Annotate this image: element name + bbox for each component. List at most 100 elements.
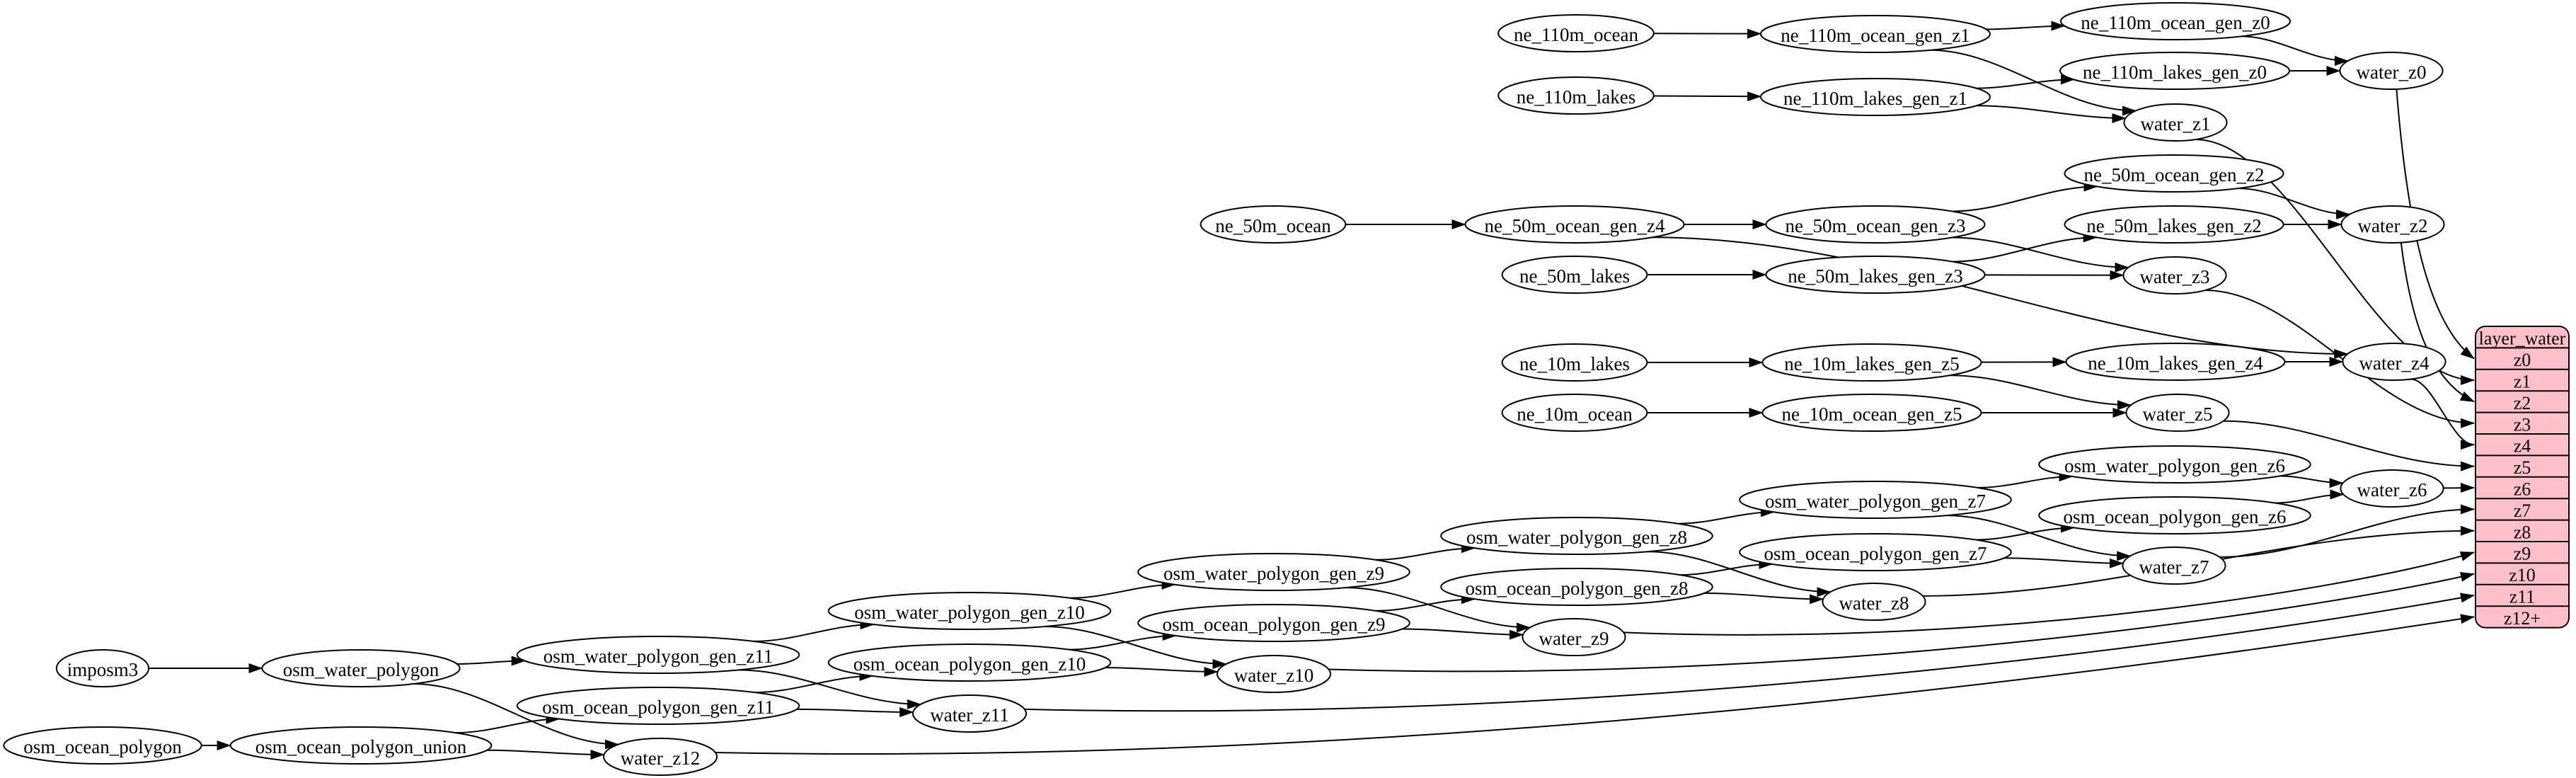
node-ellipse — [1216, 655, 1332, 693]
node-label: water_z10 — [1234, 665, 1313, 686]
edge-osm_water_polygon-to-water_z12 — [413, 683, 619, 750]
node-label: ne_10m_lakes_gen_z4 — [2088, 353, 2263, 374]
edge-osm_water_polygon_gen_z9-to-water_z9 — [1345, 587, 1531, 633]
graph-node-water_z3: water_z3 — [2122, 256, 2227, 294]
node-label: ne_110m_lakes_gen_z1 — [1783, 88, 1967, 109]
edges-layer — [149, 21, 2475, 760]
table-row-z8: z8 — [2514, 522, 2531, 542]
node-label: water_z1 — [2141, 113, 2211, 135]
graph-node-osm_ocean_polygon_gen_z10: osm_ocean_polygon_gen_z10 — [827, 643, 1112, 682]
edge-water_z11-to-layer-water-z11 — [1024, 593, 2475, 712]
node-ellipse — [1739, 533, 2012, 571]
node-label: water_z11 — [930, 704, 1008, 726]
node-ellipse — [2060, 2, 2291, 40]
node-ellipse — [1501, 394, 1648, 432]
node-label: osm_ocean_polygon — [23, 736, 182, 757]
node-label: osm_water_polygon_gen_z10 — [854, 602, 1084, 623]
node-ellipse — [2122, 256, 2227, 294]
edge-osm_ocean_polygon_gen_z9-to-osm_ocean_polygon_gen_z8 — [1376, 594, 1476, 612]
node-label: osm_water_polygon_gen_z9 — [1163, 563, 1384, 584]
node-label: ne_50m_lakes_gen_z3 — [1788, 265, 1962, 287]
node-ellipse — [1522, 618, 1626, 656]
table-header-layer-water: layer_water — [2479, 328, 2566, 349]
table-row-z11: z11 — [2509, 587, 2536, 607]
edge-osm_ocean_polygon_union-to-osm_ocean_polygon_gen_z11 — [455, 714, 560, 734]
node-label: ne_50m_ocean_gen_z4 — [1485, 215, 1665, 236]
node-label: osm_water_polygon_gen_z11 — [544, 646, 773, 667]
graph-node-osm_water_polygon_gen_z6: osm_water_polygon_gen_z6 — [2038, 445, 2311, 484]
node-ellipse — [1765, 256, 1986, 294]
graph-node-ne_110m_ocean_gen_z1: ne_110m_ocean_gen_z1 — [1760, 15, 1991, 53]
edge-water_z12-to-layer-water-z12+ — [715, 614, 2475, 755]
node-ellipse — [1497, 76, 1655, 115]
edge-ne_50m_ocean_gen_z2-to-water_z2 — [2238, 188, 2351, 219]
graph-node-osm_ocean_polygon: osm_ocean_polygon — [3, 726, 202, 765]
graph-node-water_z4: water_z4 — [2342, 343, 2446, 381]
graph-node-water_z11: water_z11 — [912, 694, 1028, 733]
edge-water_z5-to-layer-water-z5 — [2223, 420, 2475, 471]
node-ellipse — [1137, 604, 1410, 642]
edge-osm_ocean_polygon_gen_z10-to-water_z10 — [1105, 666, 1219, 677]
graph-node-ne_50m_lakes: ne_50m_lakes — [1501, 256, 1648, 294]
table-row-z1: z1 — [2514, 372, 2531, 392]
node-ellipse — [1765, 205, 1986, 244]
edge-ne_110m_lakes_gen_z1-to-water_z1 — [1977, 105, 2127, 123]
edge-osm_water_polygon_gen_z11-to-water_z11 — [738, 669, 921, 709]
graph-node-osm_ocean_polygon_gen_z8: osm_ocean_polygon_gen_z8 — [1440, 568, 1713, 606]
table-row-z2: z2 — [2514, 393, 2531, 413]
node-label: osm_ocean_polygon_gen_z9 — [1163, 614, 1386, 635]
edge-ne_50m_ocean_gen_z3-to-ne_50m_ocean_gen_z2 — [1952, 181, 2098, 212]
node-ellipse — [1761, 394, 1982, 432]
table-row-z5: z5 — [2514, 457, 2531, 478]
graph-node-ne_110m_lakes: ne_110m_lakes — [1497, 76, 1655, 115]
edge-osm_ocean_polygon_gen_z8-to-water_z8 — [1703, 593, 1824, 605]
node-ellipse — [2123, 103, 2228, 142]
node-ellipse — [827, 643, 1112, 682]
node-ellipse — [2064, 154, 2284, 193]
edge-ne_50m_ocean_gen_z3-to-water_z3 — [1952, 236, 2129, 273]
edge-water_z0-to-layer-water-z0 — [2396, 88, 2475, 360]
node-label: ne_110m_ocean — [1514, 24, 1638, 45]
node-ellipse — [1497, 14, 1655, 52]
node-label: ne_50m_ocean_gen_z2 — [2084, 164, 2265, 185]
node-label: ne_50m_lakes_gen_z2 — [2086, 215, 2261, 236]
table-row-z9: z9 — [2514, 544, 2531, 564]
table-row-z4: z4 — [2514, 436, 2531, 457]
graph-node-ne_110m_lakes_gen_z0: ne_110m_lakes_gen_z0 — [2059, 52, 2290, 90]
node-label: water_z9 — [1539, 628, 1609, 649]
node-label: ne_10m_lakes — [1519, 353, 1630, 374]
node-ellipse — [1739, 481, 2012, 519]
graph-node-ne_50m_ocean: ne_50m_ocean — [1200, 205, 1347, 244]
graph-node-ne_10m_ocean: ne_10m_ocean — [1501, 394, 1648, 432]
node-ellipse — [2065, 343, 2286, 381]
edge-osm_water_polygon_gen_z6-to-water_z6 — [2279, 475, 2344, 488]
edge-ne_110m_ocean_gen_z1-to-ne_110m_ocean_gen_z0 — [1986, 21, 2066, 31]
edge-osm_water_polygon_gen_z8-to-water_z8 — [1648, 551, 1832, 597]
node-label: ne_50m_ocean — [1215, 215, 1331, 236]
nodes-layer: imposm3 osm_water_polygon osm_ocean_polygo… — [3, 2, 2446, 776]
edge-osm_water_polygon_gen_z7-to-water_z7 — [1946, 515, 2132, 561]
node-ellipse — [261, 649, 461, 687]
graph-node-osm_water_polygon_gen_z7: osm_water_polygon_gen_z7 — [1739, 481, 2012, 519]
edge-ne_110m_lakes-to-ne_110m_lakes_gen_z1 — [1653, 91, 1762, 102]
edge-osm_ocean_polygon_gen_z6-to-water_z6 — [2275, 489, 2345, 504]
node-ellipse — [1137, 553, 1410, 591]
graph-node-ne_10m_lakes: ne_10m_lakes — [1501, 343, 1648, 382]
node-ellipse — [1760, 15, 1991, 53]
edge-osm_ocean_polygon_gen_z9-to-water_z9 — [1402, 628, 1524, 640]
graph-node-osm_ocean_polygon_gen_z6: osm_ocean_polygon_gen_z6 — [2038, 496, 2311, 534]
node-label: water_z4 — [2359, 353, 2430, 374]
node-label: ne_10m_lakes_gen_z5 — [1784, 353, 1959, 374]
edge-osm_ocean_polygon_gen_z10-to-osm_ocean_polygon_gen_z9 — [1069, 631, 1177, 651]
graph-node-water_z1: water_z1 — [2123, 103, 2228, 142]
edge-ne_50m_ocean_gen_z4-to-water_z4 — [1652, 236, 2349, 359]
node-label: osm_water_polygon — [283, 659, 439, 680]
edge-ne_50m_lakes_gen_z3-to-ne_50m_lakes_gen_z2 — [1953, 232, 2098, 263]
node-ellipse — [602, 738, 718, 776]
node-ellipse — [1761, 343, 1982, 382]
graph-node-ne_50m_ocean_gen_z4: ne_50m_ocean_gen_z4 — [1464, 205, 1685, 244]
node-label: water_z6 — [2357, 479, 2427, 500]
graph-node-osm_ocean_polygon_gen_z9: osm_ocean_polygon_gen_z9 — [1137, 604, 1410, 642]
graph-node-water_z5: water_z5 — [2125, 394, 2230, 432]
